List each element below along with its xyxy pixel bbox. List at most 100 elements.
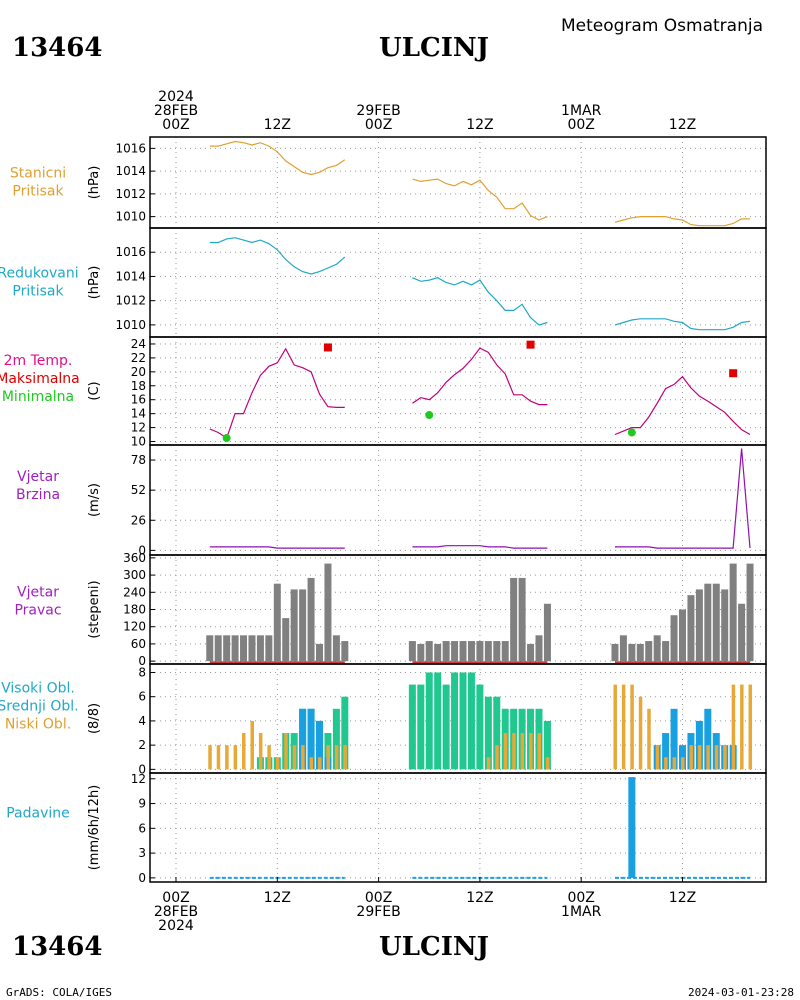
direction-bar — [729, 563, 737, 662]
low-cloud-bar — [647, 708, 651, 770]
max-temp-point — [323, 343, 332, 352]
low-cloud-bar — [301, 745, 305, 770]
direction-bar — [476, 641, 484, 662]
time-label-bottom: 1MAR — [561, 904, 602, 920]
y-tick-label: 8 — [138, 665, 146, 679]
mid-cloud-bar — [670, 708, 678, 770]
low-cloud-bar — [681, 757, 685, 770]
direction-bar — [687, 595, 695, 662]
y-tick-label: 1016 — [115, 141, 146, 155]
y-tick-label: 0 — [138, 543, 146, 557]
y-tick-label: 0 — [138, 654, 146, 668]
direction-bar — [662, 641, 670, 662]
y-tick-label: 24 — [131, 337, 146, 351]
high-cloud-bar — [417, 684, 425, 770]
station_pressure-frame — [149, 136, 767, 229]
direction-bar — [535, 635, 543, 662]
direction-bar — [679, 609, 686, 662]
time-label-top: 12Z — [264, 117, 291, 133]
y-tick-label: 1014 — [115, 164, 146, 178]
direction-bar — [408, 641, 416, 662]
direction-bar — [451, 641, 459, 662]
low-cloud-bar — [334, 745, 339, 770]
low-cloud-bar — [503, 733, 508, 770]
reduced_pressure-line — [209, 237, 346, 275]
station-id-bottom: 13464 — [12, 932, 102, 962]
temperature-line — [412, 347, 548, 406]
y-tick-label: 12 — [131, 772, 146, 786]
y-tick-label: 1012 — [115, 294, 146, 308]
high-cloud-bar — [408, 684, 416, 770]
panel-label: Padavine — [6, 806, 70, 822]
direction-bar — [738, 603, 746, 662]
y-tick-label: 120 — [123, 620, 146, 634]
direction-bar — [214, 635, 222, 662]
meteogram-title: Meteogram Osmatranja — [561, 16, 763, 36]
direction-bar — [695, 589, 703, 662]
y-tick-label: 16 — [131, 393, 146, 407]
time-label-top: 00Z — [365, 117, 392, 133]
low-cloud-bar — [672, 757, 677, 770]
panel-label: Minimalna — [2, 389, 74, 405]
time-label-top: 12Z — [466, 117, 493, 133]
panel-label: Pritisak — [12, 184, 64, 200]
high-cloud-bar — [442, 684, 450, 770]
low-cloud-bar — [292, 745, 297, 770]
direction-bar — [316, 643, 324, 662]
direction-bar — [265, 635, 273, 662]
direction-bar — [484, 641, 492, 662]
panel-label: Brzina — [16, 487, 60, 503]
direction-bar — [425, 641, 433, 662]
direction-bar — [493, 641, 501, 662]
high-cloud-bar — [476, 684, 484, 770]
direction-bar — [611, 643, 619, 662]
min-temp-point — [425, 411, 434, 420]
temperature-marks — [209, 340, 751, 443]
reduced_pressure-line — [614, 318, 751, 331]
time-label-top: 00Z — [567, 117, 594, 133]
low-cloud-bar — [258, 733, 263, 770]
high-cloud-bar — [451, 672, 459, 770]
direction-bar — [299, 589, 307, 662]
y-tick-label: 20 — [131, 365, 146, 379]
direction-bar — [619, 635, 627, 662]
y-tick-label: 1016 — [115, 245, 146, 259]
low-cloud-bar — [748, 684, 753, 770]
y-tick-label: 14 — [131, 407, 146, 421]
direction-bar — [543, 603, 551, 662]
y-tick-label: 180 — [123, 603, 146, 617]
direction-bar — [240, 635, 248, 662]
y-tick-label: 6 — [138, 821, 146, 835]
low-cloud-bar — [697, 745, 702, 770]
time-label-bottom: 00Z — [162, 890, 189, 906]
low-cloud-bar — [638, 696, 643, 770]
panel-label: Pravac — [14, 603, 61, 619]
high-cloud-bar — [341, 696, 349, 770]
wind_speed-line — [412, 545, 548, 549]
direction-bar — [434, 643, 442, 662]
station_pressure-marks — [209, 140, 750, 227]
panel-label: Visoki Obl. — [1, 681, 75, 697]
y-tick-label: 26 — [131, 513, 146, 527]
station_pressure-line — [209, 140, 346, 176]
low-cloud-bar — [537, 733, 541, 770]
low-cloud-bar — [714, 745, 719, 770]
direction-bar — [417, 643, 425, 662]
mid-cloud-bar — [307, 708, 315, 770]
direction-bar — [721, 589, 729, 662]
station_pressure-panel: 1010 1012 1014 1016 (hPa) Stanicni Pritisak — [10, 136, 767, 229]
y-tick-label: 60 — [131, 637, 146, 651]
direction-bar — [223, 635, 231, 662]
precipitation-marks — [209, 777, 751, 879]
y-tick-label: 300 — [123, 568, 146, 582]
direction-bar — [645, 641, 653, 662]
y-tick-label: 1014 — [115, 269, 146, 283]
low-cloud-bar — [655, 745, 660, 770]
direction-bar — [256, 635, 264, 662]
y-tick-label: 18 — [131, 379, 146, 393]
wind_direction-marks — [206, 563, 754, 663]
direction-bar — [341, 641, 349, 662]
direction-bar — [653, 635, 661, 662]
